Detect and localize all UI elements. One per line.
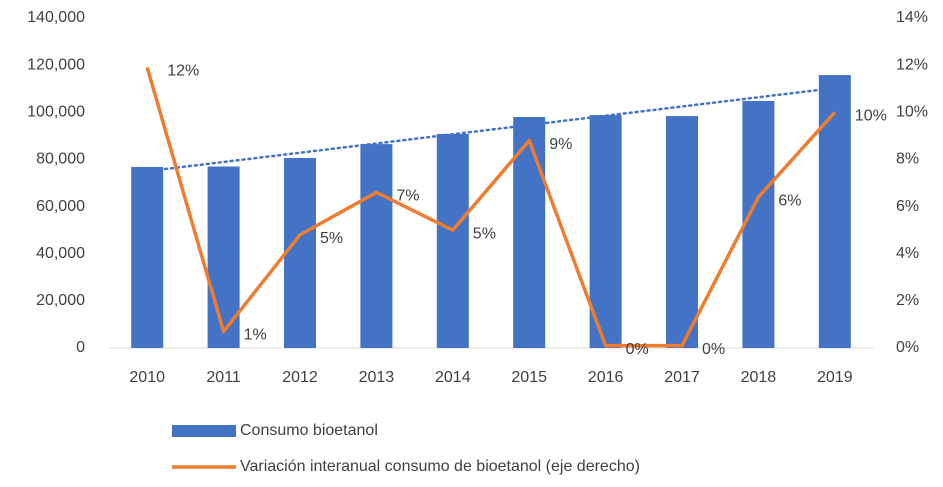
data-label: 7% xyxy=(396,188,419,205)
x-tick-label: 2017 xyxy=(664,369,700,386)
x-tick-label: 2014 xyxy=(435,369,471,386)
x-tick-label: 2019 xyxy=(817,369,853,386)
bar xyxy=(436,133,469,348)
bar xyxy=(207,166,240,348)
data-label: 5% xyxy=(320,230,343,247)
y-tick-label: 140,000 xyxy=(27,9,85,26)
x-tick-label: 2016 xyxy=(588,369,624,386)
bar xyxy=(589,115,622,348)
x-tick-label: 2011 xyxy=(206,369,241,386)
data-label: 0% xyxy=(702,341,725,358)
y-tick-label: 20,000 xyxy=(36,292,85,309)
x-tick-label: 2013 xyxy=(359,369,395,386)
y-tick-label: 100,000 xyxy=(27,104,85,121)
data-label: 12% xyxy=(167,63,199,80)
bar xyxy=(742,100,775,348)
x-tick-label: 2012 xyxy=(282,369,318,386)
y2-tick-label: 4% xyxy=(896,245,919,262)
legend-swatch xyxy=(172,425,236,437)
x-tick-label: 2018 xyxy=(741,369,777,386)
y-tick-label: 120,000 xyxy=(27,56,85,73)
data-label: 9% xyxy=(549,136,572,153)
bar xyxy=(131,166,164,348)
data-label: 0% xyxy=(626,341,649,358)
legend-label: Variación interanual consumo de bioetano… xyxy=(240,458,640,475)
legend-label: Consumo bioetanol xyxy=(240,422,378,439)
y2-tick-label: 0% xyxy=(896,339,919,356)
y-tick-label: 0 xyxy=(76,339,85,356)
data-label: 1% xyxy=(244,327,267,344)
x-tick-label: 2010 xyxy=(129,369,165,386)
y2-tick-label: 6% xyxy=(896,198,919,215)
y2-tick-label: 2% xyxy=(896,292,919,309)
data-label: 10% xyxy=(855,108,887,125)
data-label: 6% xyxy=(778,192,801,209)
bar xyxy=(360,144,393,348)
data-label: 5% xyxy=(473,225,496,242)
x-tick-label: 2015 xyxy=(511,369,547,386)
bar xyxy=(666,116,698,348)
y-tick-label: 40,000 xyxy=(36,245,85,262)
y-tick-label: 60,000 xyxy=(36,198,85,215)
bar xyxy=(818,75,851,349)
y2-tick-label: 12% xyxy=(896,56,928,73)
trendline xyxy=(145,86,837,173)
y2-tick-label: 8% xyxy=(896,151,919,168)
line xyxy=(145,67,837,348)
y2-tick-label: 14% xyxy=(896,9,928,26)
bar xyxy=(284,158,316,348)
y2-tick-label: 10% xyxy=(896,104,928,121)
y-tick-label: 80,000 xyxy=(36,151,85,168)
